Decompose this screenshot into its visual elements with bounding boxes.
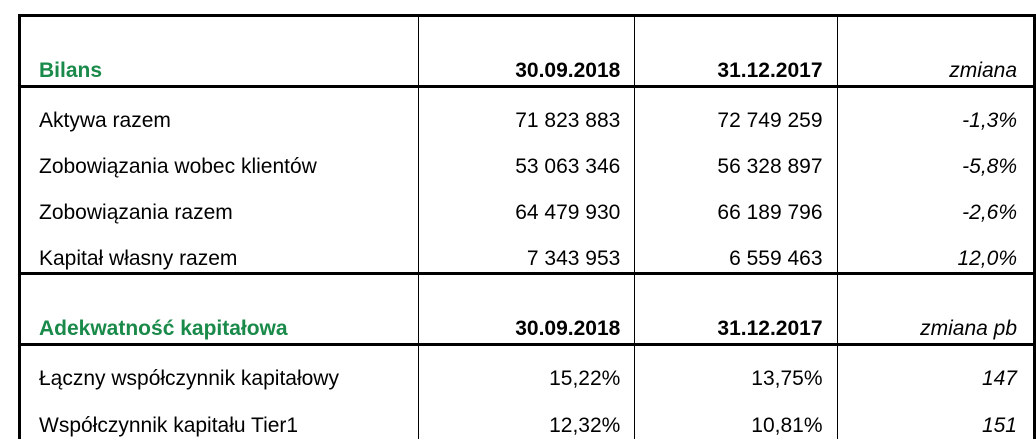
row-value-2: 66 189 796 bbox=[634, 180, 838, 226]
row-value-1: 12,32% bbox=[417, 392, 636, 439]
column-date-2: 31.12.2017 bbox=[634, 272, 838, 346]
row-label: Zobowiązania razem bbox=[18, 180, 419, 226]
row-change: 12,0% bbox=[836, 226, 1036, 274]
row-value-2: 72 749 259 bbox=[634, 86, 838, 134]
row-label: Kapitał własny razem bbox=[18, 226, 419, 274]
column-change: zmiana pb bbox=[836, 272, 1036, 346]
table-row: Współczynnik kapitału Tier1 12,32% 10,81… bbox=[18, 392, 1036, 439]
row-change: -5,8% bbox=[836, 134, 1036, 180]
row-value-1: 71 823 883 bbox=[417, 86, 636, 134]
table-row: Łączny współczynnik kapitałowy 15,22% 13… bbox=[18, 344, 1036, 392]
column-date-1: 30.09.2018 bbox=[417, 14, 636, 88]
section-title: Bilans bbox=[18, 14, 419, 88]
row-change: 147 bbox=[836, 344, 1036, 392]
row-change: 151 bbox=[836, 392, 1036, 439]
row-label: Współczynnik kapitału Tier1 bbox=[18, 392, 419, 439]
column-change: zmiana bbox=[836, 14, 1036, 88]
column-date-2: 31.12.2017 bbox=[634, 14, 838, 88]
row-label: Łączny współczynnik kapitałowy bbox=[18, 344, 419, 392]
row-label: Zobowiązania wobec klientów bbox=[18, 134, 419, 180]
row-value-1: 7 343 953 bbox=[417, 226, 636, 274]
row-value-2: 10,81% bbox=[634, 392, 838, 439]
row-value-2: 6 559 463 bbox=[634, 226, 838, 274]
row-value-1: 53 063 346 bbox=[417, 134, 636, 180]
table-row: Zobowiązania wobec klientów 53 063 346 5… bbox=[18, 134, 1036, 180]
table-row: Aktywa razem 71 823 883 72 749 259 -1,3% bbox=[18, 86, 1036, 134]
financial-table: Bilans 30.09.2018 31.12.2017 zmiana Akty… bbox=[18, 14, 1036, 439]
column-date-1: 30.09.2018 bbox=[417, 272, 636, 346]
row-label: Aktywa razem bbox=[18, 86, 419, 134]
row-value-2: 13,75% bbox=[634, 344, 838, 392]
table-row: Kapitał własny razem 7 343 953 6 559 463… bbox=[18, 226, 1036, 274]
row-change: -2,6% bbox=[836, 180, 1036, 226]
row-value-1: 15,22% bbox=[417, 344, 636, 392]
row-value-1: 64 479 930 bbox=[417, 180, 636, 226]
row-value-2: 56 328 897 bbox=[634, 134, 838, 180]
table-row: Zobowiązania razem 64 479 930 66 189 796… bbox=[18, 180, 1036, 226]
section-header-capital-adequacy: Adekwatność kapitałowa 30.09.2018 31.12.… bbox=[18, 272, 1036, 346]
section-header-bilans: Bilans 30.09.2018 31.12.2017 zmiana bbox=[18, 14, 1036, 88]
section-title: Adekwatność kapitałowa bbox=[18, 272, 419, 346]
row-change: -1,3% bbox=[836, 86, 1036, 134]
